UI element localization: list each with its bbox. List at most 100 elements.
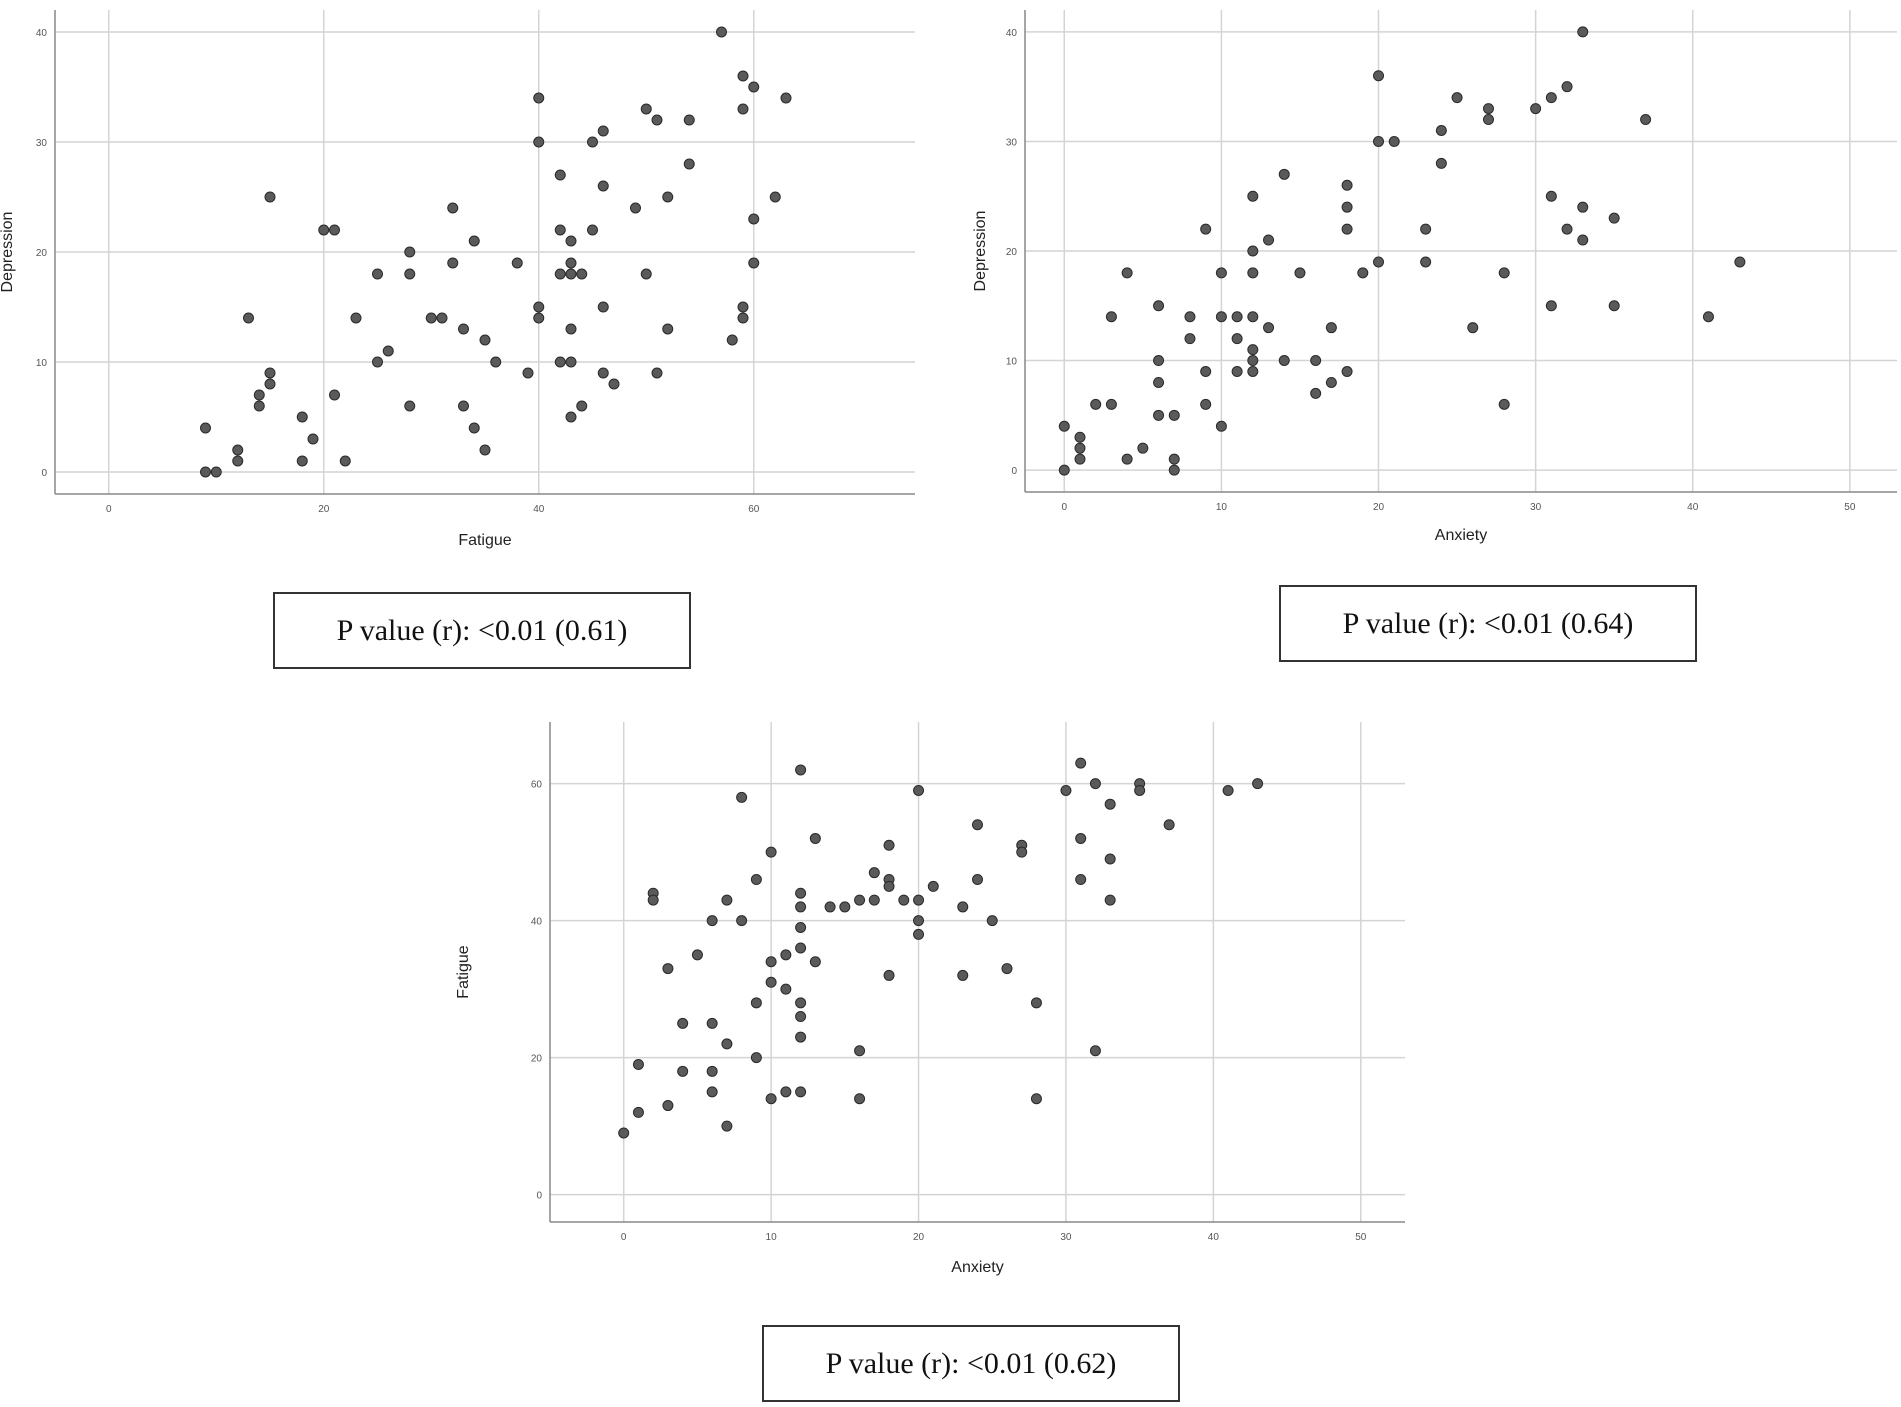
data-point [565, 257, 577, 269]
data-point [597, 180, 609, 192]
data-point [404, 268, 416, 280]
data-point [1215, 420, 1227, 432]
data-point [1089, 778, 1101, 790]
y-tick-label: 20 [36, 248, 48, 259]
data-point [737, 312, 749, 324]
data-point [913, 915, 925, 927]
data-point [296, 411, 308, 423]
data-point [1200, 366, 1212, 377]
data-point [597, 301, 609, 313]
data-point [350, 312, 362, 324]
data-point [522, 367, 534, 379]
data-point [1373, 70, 1385, 82]
data-point [795, 1031, 807, 1043]
data-point [721, 1038, 733, 1050]
data-point [533, 92, 545, 104]
data-point [677, 1017, 689, 1029]
data-point [1001, 963, 1013, 975]
data-point [1341, 366, 1353, 377]
y-tick-label: 60 [531, 780, 543, 791]
data-point [736, 915, 748, 927]
data-point [576, 400, 588, 412]
data-point [1263, 234, 1275, 246]
data-point [769, 191, 781, 203]
data-point [1058, 420, 1070, 432]
data-point [1247, 366, 1259, 377]
y-tick-label: 40 [36, 28, 48, 39]
data-point [748, 213, 760, 225]
data-point [1373, 256, 1385, 268]
data-point [608, 378, 620, 390]
data-point [765, 956, 777, 968]
data-point [662, 323, 674, 335]
data-point [1577, 234, 1589, 246]
y-tick-label: 0 [1011, 466, 1017, 477]
data-point [1545, 300, 1557, 312]
data-point [1231, 333, 1243, 345]
x-axis-title: Fatigue [458, 532, 511, 549]
data-point [1577, 26, 1589, 38]
data-point [468, 235, 480, 247]
data-point [972, 819, 983, 831]
data-point [479, 334, 491, 346]
scatter-anxiety-depression: 0 10 20 30 40 50 0 10 20 30 40 Anxiety Depression [972, 10, 1897, 544]
data-point [404, 246, 416, 258]
x-tick-label: 40 [1687, 502, 1699, 513]
data-point [683, 114, 695, 126]
data-point [927, 880, 939, 892]
data-point [780, 92, 792, 104]
data-point [1168, 409, 1180, 421]
y-tick-label: 20 [1006, 247, 1018, 258]
p-value-box-2: P value (r): <0.01 (0.64) [1279, 585, 1697, 662]
data-point [372, 356, 383, 368]
data-point [1090, 398, 1102, 410]
x-tick-label: 20 [1373, 502, 1385, 513]
data-point [765, 1093, 777, 1105]
data-point [1545, 92, 1557, 104]
data-point [243, 312, 254, 324]
x-tick-label: 30 [1060, 1232, 1072, 1243]
data-point [1104, 853, 1116, 865]
data-point [957, 901, 969, 913]
data-point [795, 1011, 807, 1023]
data-point [468, 422, 480, 434]
data-point [1104, 798, 1116, 810]
data-point [737, 70, 749, 82]
data-point [662, 191, 674, 203]
data-point [490, 356, 502, 368]
data-point [253, 389, 265, 401]
x-tick-label: 0 [106, 504, 112, 515]
y-tick-label: 20 [531, 1054, 543, 1065]
data-point [1168, 464, 1180, 476]
data-point [780, 949, 792, 961]
data-point [750, 997, 762, 1009]
data-point [1060, 784, 1072, 796]
data-point [1325, 376, 1337, 388]
data-point [1058, 464, 1070, 476]
data-point [1530, 103, 1542, 115]
data-point [565, 235, 577, 247]
data-point [647, 894, 659, 906]
data-point [795, 901, 807, 913]
data-point [795, 1086, 807, 1098]
data-point [264, 367, 276, 379]
data-point [824, 901, 836, 913]
x-tick-label: 50 [1355, 1232, 1367, 1243]
data-point [854, 894, 866, 906]
data-point [683, 158, 695, 170]
x-tick-label: 10 [1216, 502, 1228, 513]
data-point [677, 1065, 689, 1077]
x-tick-label: 20 [913, 1232, 925, 1243]
data-point [554, 356, 566, 368]
data-point [1310, 387, 1322, 399]
data-point [883, 969, 895, 981]
data-point [651, 367, 663, 379]
x-axis-title: Anxiety [951, 1259, 1003, 1276]
data-point [1153, 409, 1165, 421]
data-point [296, 455, 308, 467]
data-point [632, 1058, 644, 1070]
data-point [425, 312, 437, 324]
data-point [533, 301, 545, 313]
x-tick-label: 20 [318, 504, 330, 515]
data-point [565, 268, 577, 280]
